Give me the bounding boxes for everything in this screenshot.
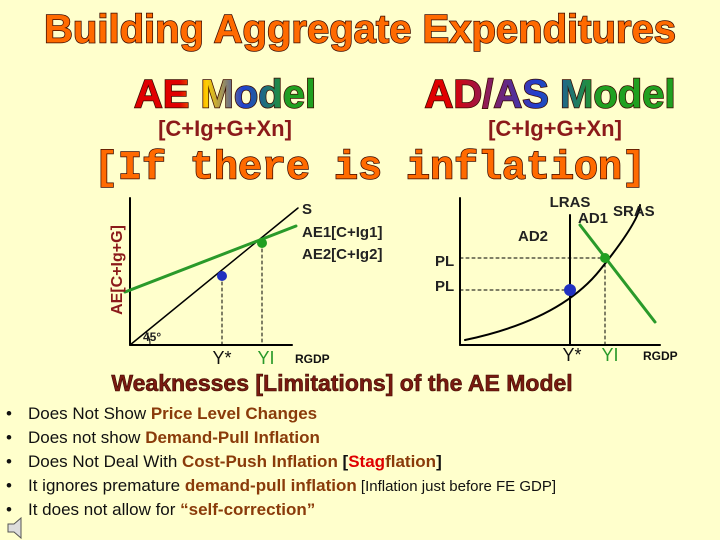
bullet: Does Not Deal With Cost-Push Inflation […: [6, 450, 556, 474]
label: Y*: [562, 345, 581, 365]
sras-curve: [464, 204, 641, 341]
label: AE2[C+Ig2]: [302, 246, 382, 263]
point: [564, 284, 576, 296]
label: PL: [435, 278, 454, 295]
label: AE1[C+Ig1]: [302, 224, 382, 241]
bullet: It ignores premature demand-pull inflati…: [6, 474, 556, 498]
label: PL: [435, 253, 454, 270]
highlight: flation: [385, 452, 437, 471]
text: Does Not Deal With: [28, 452, 182, 471]
bullet: It does not allow for “self-correction”: [6, 498, 556, 522]
label: AD2: [518, 228, 548, 245]
ae-line: [123, 224, 298, 294]
bullet: Does not show Demand-Pull Inflation: [6, 426, 556, 450]
left-heading: AE Model: [134, 73, 316, 117]
label: LRAS: [550, 194, 591, 211]
highlight: Stag: [348, 452, 386, 471]
y-axis-label: AE[C+Ig+G]: [109, 225, 126, 315]
ae-graph: [123, 197, 299, 346]
label: YI: [257, 348, 274, 368]
text: It ignores premature: [28, 476, 185, 495]
line-45: [129, 207, 299, 346]
text: Does not show: [28, 428, 146, 447]
label: RGDP: [643, 349, 678, 363]
highlight: “self-correction”: [180, 500, 316, 519]
point: [600, 253, 610, 263]
bullet-list: Does Not Show Price Level Changes Does n…: [6, 402, 556, 522]
subtitle: [If there is inflation]: [94, 147, 646, 192]
point: [217, 271, 227, 281]
highlight: Cost-Push Inflation: [182, 452, 338, 471]
highlight: Demand-Pull Inflation: [145, 428, 320, 447]
point: [257, 238, 267, 248]
text: Does Not Show: [28, 404, 151, 423]
highlight: Price Level Changes: [150, 404, 318, 423]
label: YI: [601, 345, 618, 365]
label: AD1: [578, 210, 608, 227]
text: ]: [436, 452, 442, 471]
right-formula: [C+Ig+G+Xn]: [488, 116, 622, 141]
label: SRAS: [613, 203, 655, 220]
left-formula: [C+Ig+G+Xn]: [158, 116, 292, 141]
label: RGDP: [295, 352, 330, 366]
bullet: Does Not Show Price Level Changes: [6, 402, 556, 426]
ad-line: [578, 223, 657, 324]
weaknesses-heading: Weaknesses [Limitations] of the AE Model: [111, 370, 572, 396]
title: Building Aggregate Expenditures: [44, 8, 676, 52]
angle-arc: [145, 331, 151, 346]
label: Y*: [212, 348, 231, 368]
speaker-icon: [7, 516, 22, 540]
label: S: [302, 201, 312, 218]
text: [Inflation just before FE GDP]: [356, 478, 557, 495]
right-heading: AD/AS Model: [424, 73, 675, 117]
text: It does not allow for: [28, 500, 181, 519]
adas-graph: [459, 197, 661, 346]
highlight: demand-pull inflation: [184, 476, 357, 495]
text: [: [337, 452, 349, 471]
label: 45°: [143, 330, 161, 344]
